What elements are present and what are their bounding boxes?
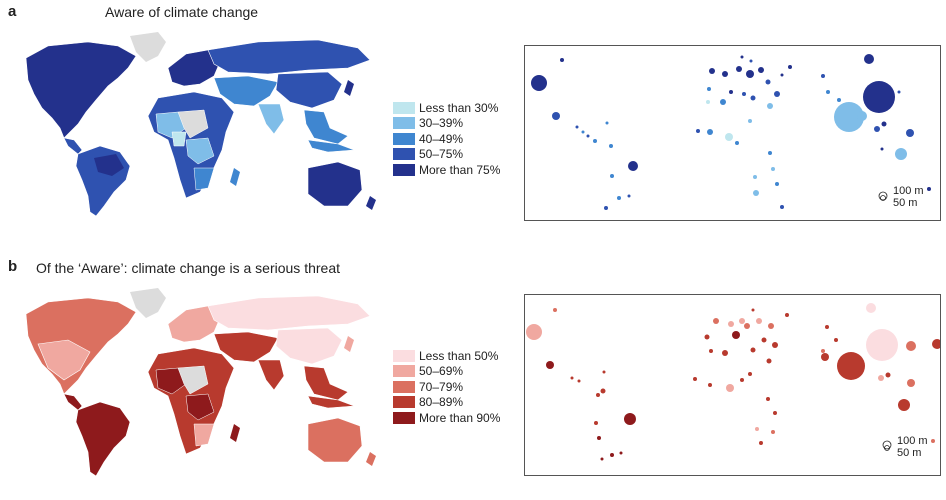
world-map-awareness bbox=[25, 32, 376, 217]
central-america-shape bbox=[63, 137, 83, 155]
scale-labels: 100 m 50 m bbox=[893, 185, 924, 209]
legend-item: More than 90% bbox=[393, 410, 500, 426]
middle-east-shape bbox=[213, 75, 279, 107]
legend-swatch bbox=[393, 380, 415, 393]
scale-circle-small bbox=[884, 445, 890, 451]
bubble-map-awareness: 100 m 50 m bbox=[524, 45, 941, 221]
scale-label-large: 100 m bbox=[893, 185, 924, 197]
legend-swatch bbox=[393, 132, 415, 145]
legend-swatch bbox=[393, 163, 415, 176]
scale-label-small: 50 m bbox=[893, 197, 918, 209]
legend-label: 50–69% bbox=[419, 364, 464, 379]
legend-item: Less than 30% bbox=[393, 100, 500, 116]
legend-label: 30–39% bbox=[419, 116, 464, 131]
legend-item: 50–69% bbox=[393, 364, 500, 380]
scale-label-large: 100 m bbox=[897, 435, 928, 447]
legend-swatch bbox=[393, 349, 415, 362]
bubble-map-serious-threat: 100 m 50 m bbox=[524, 294, 942, 476]
scale-circle-small bbox=[880, 195, 886, 201]
legend-label: Less than 50% bbox=[419, 348, 499, 363]
russia-shape bbox=[207, 39, 371, 75]
scale-labels: 100 m 50 m bbox=[897, 435, 928, 459]
legend-label: 50–75% bbox=[419, 147, 464, 162]
legend-swatch bbox=[393, 411, 415, 424]
legend-label: 80–89% bbox=[419, 395, 464, 410]
china-shape bbox=[275, 71, 343, 109]
legend-item: 80–89% bbox=[393, 395, 500, 411]
bubble-map-awareness-plot bbox=[531, 54, 931, 210]
scale-label-small: 50 m bbox=[897, 447, 922, 459]
europe-shape bbox=[167, 49, 221, 87]
panel-b-letter: b bbox=[8, 258, 18, 275]
legend-swatch bbox=[393, 396, 415, 409]
legend-item: More than 75% bbox=[393, 162, 500, 178]
legend-label: More than 75% bbox=[419, 162, 501, 177]
legend-item: 70–79% bbox=[393, 379, 500, 395]
legend-item: 50–75% bbox=[393, 147, 500, 163]
india-shape bbox=[257, 103, 285, 135]
legend-item: 40–49% bbox=[393, 131, 500, 147]
legend-label: More than 90% bbox=[419, 410, 501, 425]
panel-a-letter: a bbox=[8, 3, 17, 20]
australia-shape bbox=[307, 161, 363, 207]
legend-swatch bbox=[393, 117, 415, 130]
legend-label: 40–49% bbox=[419, 131, 464, 146]
bubble-map-serious-threat-plot bbox=[526, 303, 942, 461]
southeast-asia-shape bbox=[303, 109, 349, 145]
legend-item: Less than 50% bbox=[393, 348, 500, 364]
north-america-shape bbox=[25, 41, 137, 139]
legend-label: 70–79% bbox=[419, 379, 464, 394]
legend-serious-threat: Less than 50% 50–69% 70–79% 80–89% More … bbox=[393, 348, 500, 426]
legend-awareness: Less than 30% 30–39% 40–49% 50–75% More … bbox=[393, 100, 500, 178]
legend-label: Less than 30% bbox=[419, 100, 499, 115]
panel-b-title: Of the ‘Aware’: climate change is a seri… bbox=[36, 260, 341, 276]
legend-swatch bbox=[393, 148, 415, 161]
legend-swatch bbox=[393, 365, 415, 378]
legend-swatch bbox=[393, 101, 415, 114]
scale-circle-large bbox=[878, 191, 888, 201]
legend-item: 30–39% bbox=[393, 116, 500, 132]
scale-circle-large bbox=[882, 440, 892, 450]
world-map-serious-threat bbox=[25, 288, 376, 477]
panel-a-title: Aware of climate change bbox=[105, 4, 259, 20]
greenland-shape bbox=[130, 32, 166, 62]
